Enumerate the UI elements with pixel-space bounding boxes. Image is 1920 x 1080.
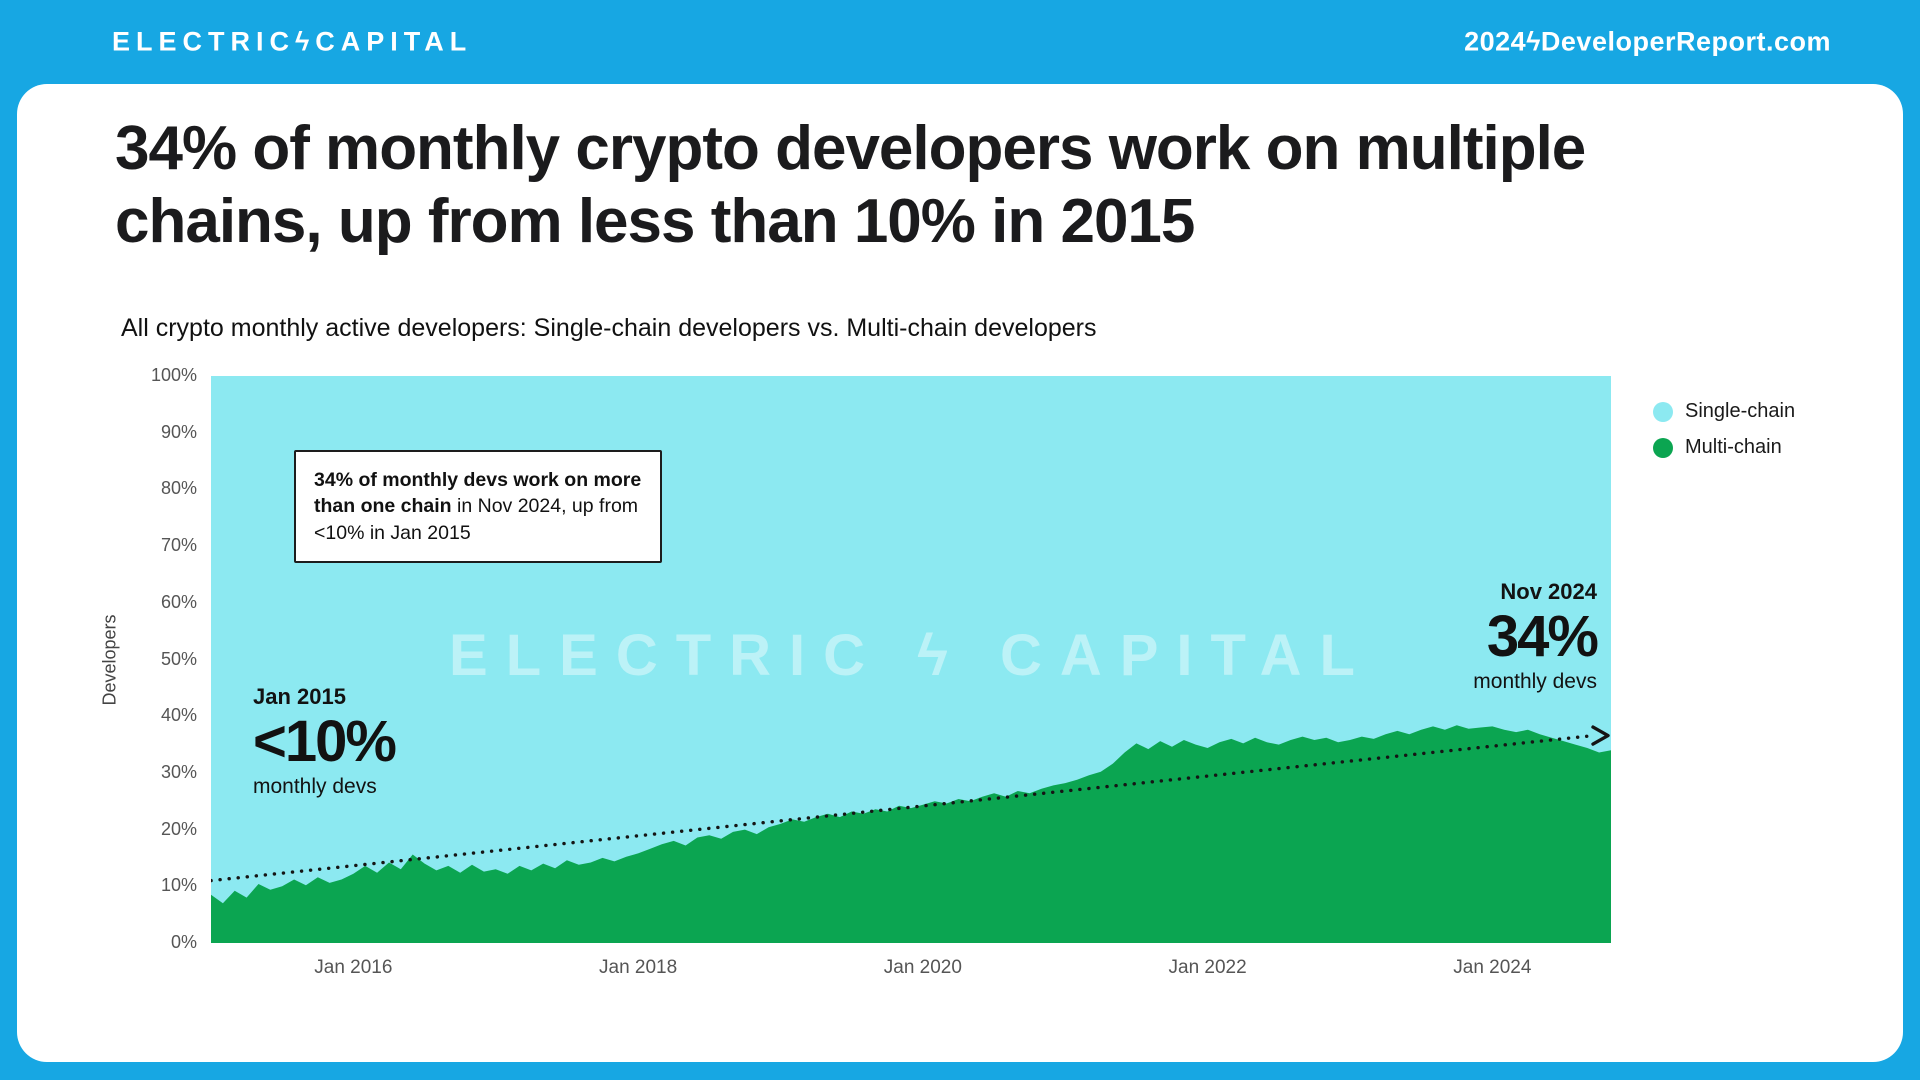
single-chain-swatch xyxy=(1653,401,1673,422)
callout-nov-2024: Nov 2024 34% monthly devs xyxy=(1473,579,1599,694)
trendline xyxy=(211,734,1591,883)
y-tick-label: 80% xyxy=(160,478,197,499)
legend-label-multi-chain: Multi-chain xyxy=(1685,436,1782,458)
legend-item-multi-chain: Multi-chain xyxy=(1653,436,1795,459)
y-tick-label: 50% xyxy=(160,648,197,669)
callout-caption: monthly devs xyxy=(1473,669,1597,693)
callout-caption: monthly devs xyxy=(253,774,377,798)
legend: Single-chain Multi-chain xyxy=(1653,400,1795,472)
x-tick-label: Jan 2020 xyxy=(883,957,962,978)
stacked-area-chart: ELECTRIC ϟ CAPITAL 34% of monthly devs w… xyxy=(211,376,1611,943)
y-tick-label: 30% xyxy=(160,761,197,782)
chart-canvas xyxy=(211,725,1611,943)
legend-label-single-chain: Single-chain xyxy=(1685,400,1796,422)
electric-capital-logo: ELECTRICϟCAPITAL xyxy=(112,26,473,57)
callout-date: Nov 2024 xyxy=(1500,579,1597,604)
x-tick-label: Jan 2024 xyxy=(1453,957,1532,978)
callout-date: Jan 2015 xyxy=(253,684,346,709)
trendline-arrow xyxy=(1591,725,1610,746)
y-tick-label: 10% xyxy=(160,875,197,896)
callout-value: <10% xyxy=(253,709,397,774)
y-tick-label: 70% xyxy=(160,535,197,556)
x-tick-label: Jan 2016 xyxy=(314,957,393,978)
legend-item-single-chain: Single-chain xyxy=(1653,400,1795,423)
watermark: ELECTRIC ϟ CAPITAL xyxy=(449,623,1373,688)
chart-subtitle: All crypto monthly active developers: Si… xyxy=(121,314,1097,342)
y-axis-title: Developers xyxy=(99,614,120,706)
y-tick-label: 100% xyxy=(150,365,197,385)
annotation-box: 34% of monthly devs work on more than on… xyxy=(294,450,662,563)
callout-value: 34% xyxy=(1486,604,1599,669)
y-tick-label: 90% xyxy=(160,421,197,442)
callout-jan-2015: Jan 2015 <10% monthly devs xyxy=(253,684,397,799)
multi-chain-area xyxy=(211,725,1611,943)
x-tick-label: Jan 2018 xyxy=(599,957,678,978)
y-tick-label: 0% xyxy=(170,932,197,952)
y-tick-label: 40% xyxy=(160,705,197,726)
x-tick-label: Jan 2022 xyxy=(1168,957,1247,978)
multi-chain-swatch xyxy=(1653,437,1673,458)
page-title: 34% of monthly crypto developers work on… xyxy=(115,114,1586,257)
y-tick-label: 60% xyxy=(160,591,197,612)
y-tick-label: 20% xyxy=(160,818,197,839)
developer-report-link[interactable]: 2024ϟDeveloperReport.com xyxy=(1464,26,1831,57)
annotation-bold-text: 34% of monthly devs work on more than on… xyxy=(314,469,642,518)
chart-card: 34% of monthly crypto developers work on… xyxy=(17,84,1903,1062)
top-bar: ELECTRICϟCAPITAL 2024ϟDeveloperReport.co… xyxy=(0,0,1920,84)
annotation-rest-text: in Nov 2024, up from <10% in Jan 2015 xyxy=(314,495,639,544)
